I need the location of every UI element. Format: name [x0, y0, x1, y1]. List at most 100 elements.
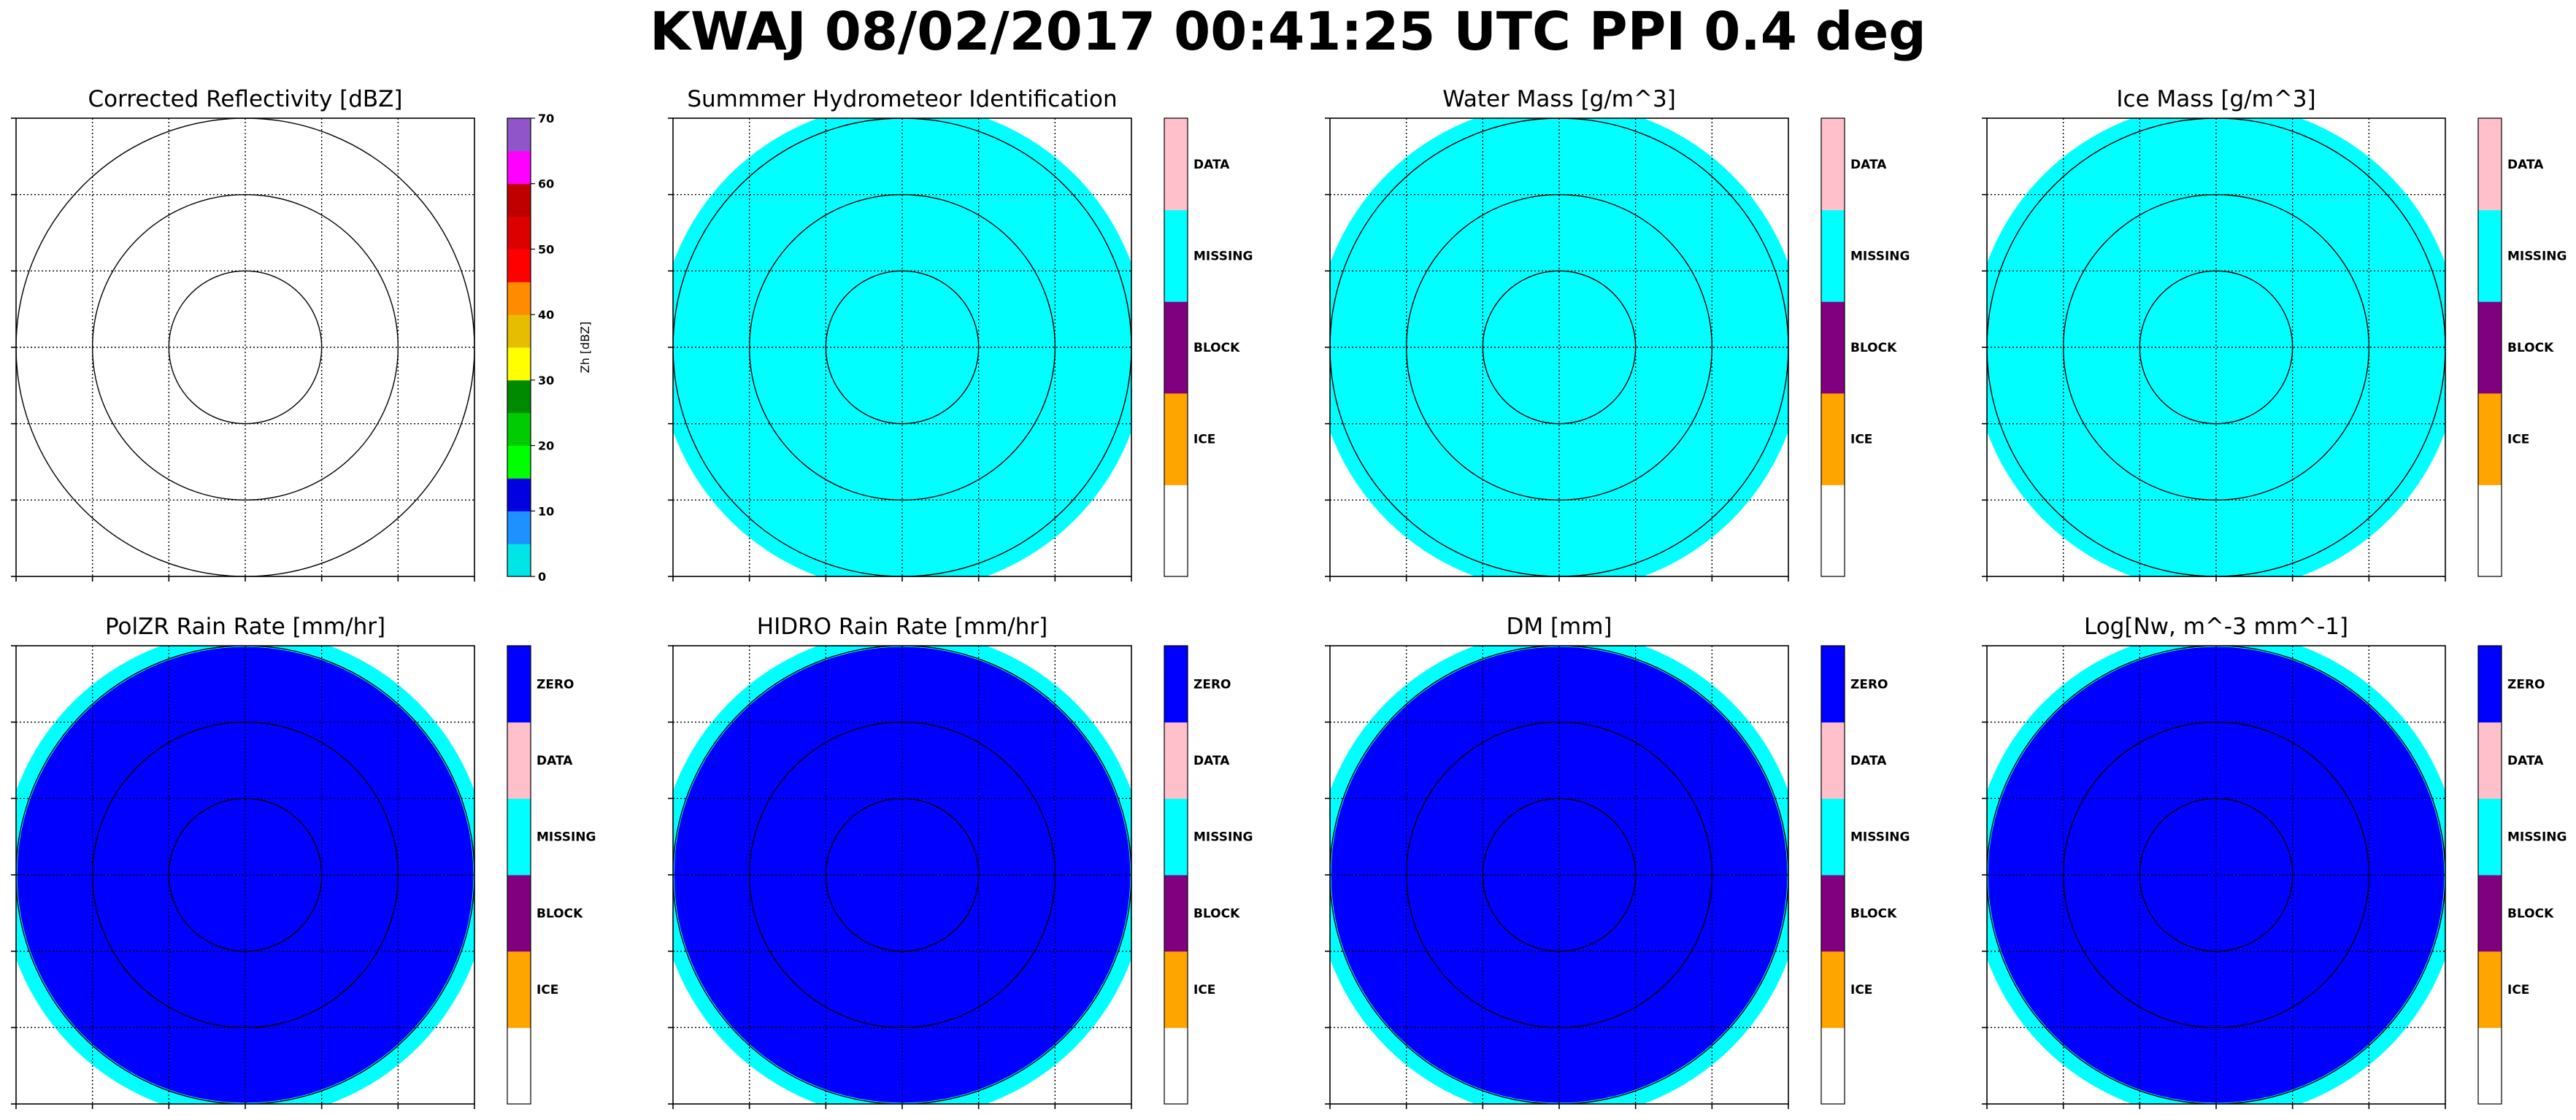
colorbar-tick-label: 40 — [538, 308, 554, 322]
colorbar-segment — [507, 798, 531, 876]
colorbar-segment — [507, 722, 531, 799]
range-ring — [1482, 797, 1637, 952]
colorbar-segment — [507, 1027, 531, 1105]
colorbar: ICE BLOCK MISSING DATA ZERO — [2477, 645, 2567, 1105]
colorbar-segment — [1164, 393, 1188, 485]
colorbar-category-label: MISSING — [1193, 830, 1253, 845]
colorbar-category-label: MISSING — [2507, 830, 2567, 845]
colorbar-category-label: ZERO — [537, 677, 574, 692]
colorbar-segment — [507, 347, 531, 381]
range-ring — [1482, 270, 1637, 425]
range-ring — [825, 270, 980, 425]
missing-data-coverage — [1330, 118, 1788, 576]
range-ring — [168, 270, 323, 425]
colorbar-segment — [1164, 646, 1188, 723]
radar-area — [1987, 118, 2445, 576]
colorbar-segment — [507, 511, 531, 544]
colorbar-segment — [2478, 1027, 2502, 1105]
colorbar-segment — [1821, 951, 1845, 1028]
colorbar-category-label: ZERO — [1850, 677, 1888, 692]
colorbar-category-label: BLOCK — [2507, 906, 2554, 921]
colorbar-segment — [1164, 798, 1188, 876]
panel-7: ICE BLOCK MISSING DATA ZERO — [1982, 645, 2567, 1109]
panel-5: ICE BLOCK MISSING DATA ZERO — [668, 645, 1253, 1109]
panel-title-hidro-rain-rate: HIDRO Rain Rate [mm/hr] — [756, 614, 1048, 640]
colorbar-segment — [1821, 875, 1845, 952]
colorbar-category-label: MISSING — [1850, 830, 1910, 845]
colorbar-segment — [507, 282, 531, 315]
panel-1: ICE BLOCK MISSING DATA — [668, 117, 1253, 582]
colorbar-segment — [2478, 798, 2502, 876]
colorbar-category-label: ICE — [1193, 433, 1215, 447]
missing-data-coverage — [1987, 118, 2445, 576]
colorbar-category-label: BLOCK — [1850, 341, 1897, 355]
range-ring — [2062, 721, 2370, 1029]
colorbar-category-label: DATA — [2507, 158, 2544, 172]
panel-6: ICE BLOCK MISSING DATA ZERO — [1325, 645, 1910, 1109]
panel-title-corrected-reflectivity: Corrected Reflectivity [dBZ] — [88, 86, 403, 112]
range-ring — [2139, 270, 2294, 425]
colorbar-segment — [1821, 118, 1845, 211]
range-ring — [16, 118, 474, 576]
colorbar-segment — [1164, 484, 1188, 577]
colorbar-frame — [1164, 645, 1188, 1105]
colorbar-segment — [2478, 118, 2502, 211]
colorbar-category-label: BLOCK — [2507, 341, 2554, 355]
figure-title: KWAJ 08/02/2017 00:41:25 UTC PPI 0.4 deg — [650, 1, 1926, 62]
colorbar-segment — [507, 379, 531, 414]
colorbar-segment — [507, 875, 531, 952]
colorbar-segment — [1821, 393, 1845, 485]
radar-area — [16, 646, 474, 1104]
panel-title-hydrometeor-id: Summmer Hydrometeor Identification — [687, 86, 1118, 112]
colorbar-tick-label: 70 — [538, 112, 554, 125]
colorbar-segment — [1821, 798, 1845, 876]
colorbar: ICE BLOCK MISSING DATA — [2477, 117, 2567, 577]
colorbar-segment — [2478, 875, 2502, 952]
colorbar: ICE BLOCK MISSING DATA — [1164, 117, 1253, 577]
colorbar-category-label: MISSING — [1193, 249, 1253, 263]
colorbar-segment — [1821, 484, 1845, 577]
colorbar-segment — [2478, 722, 2502, 799]
radar-area — [1330, 646, 1788, 1104]
missing-data-coverage — [673, 118, 1131, 576]
panel-title-log-nw: Log[Nw, m^-3 mm^-1] — [2083, 614, 2349, 640]
colorbar-segment — [2478, 646, 2502, 723]
colorbar-segment — [1164, 118, 1188, 211]
colorbar-tick-label: 60 — [538, 177, 554, 191]
range-ring — [825, 797, 980, 952]
panel-title-ice-mass: Ice Mass [g/m^3] — [2116, 86, 2316, 112]
colorbar-tick-label: 0 — [538, 570, 546, 584]
zero-rain-coverage — [17, 646, 474, 1103]
colorbar-category-label: MISSING — [1850, 249, 1910, 263]
colorbar: ICE BLOCK MISSING DATA ZERO — [1164, 645, 1253, 1105]
colorbar-category-label: BLOCK — [1850, 906, 1897, 921]
colorbar-category-label: ICE — [1850, 433, 1872, 447]
colorbar-tick-label: 10 — [538, 504, 554, 518]
panel-title-polzr-rain-rate: PolZR Rain Rate [mm/hr] — [104, 614, 386, 640]
radar-area — [1330, 118, 1788, 576]
range-ring — [2062, 193, 2370, 501]
colorbar-segment — [507, 445, 531, 479]
colorbar-category-label: MISSING — [537, 830, 596, 845]
colorbar: ICE BLOCK MISSING DATA ZERO — [1820, 645, 1910, 1105]
colorbar: ICE BLOCK MISSING DATA ZERO — [507, 645, 596, 1105]
colorbar-segment — [1821, 301, 1845, 394]
colorbar-segment — [2478, 301, 2502, 394]
colorbar-category-label: DATA — [2507, 754, 2544, 768]
range-ring — [748, 193, 1056, 501]
colorbar-segment — [507, 150, 531, 185]
colorbar-category-label: ICE — [1193, 983, 1215, 997]
colorbar-category-label: DATA — [1850, 158, 1887, 172]
colorbar-category-label: DATA — [537, 754, 573, 768]
range-ring — [168, 797, 323, 952]
colorbar-category-label: BLOCK — [1193, 341, 1240, 355]
range-ring — [1405, 721, 1713, 1029]
colorbar-segment — [1164, 301, 1188, 394]
colorbar-category-label: ICE — [2507, 983, 2529, 997]
colorbar-frame — [2477, 117, 2502, 577]
colorbar-frame — [2477, 645, 2502, 1105]
zero-rain-coverage — [1988, 646, 2445, 1103]
colorbar-category-label: BLOCK — [1193, 906, 1240, 921]
colorbar-category-label: ZERO — [2507, 677, 2545, 692]
